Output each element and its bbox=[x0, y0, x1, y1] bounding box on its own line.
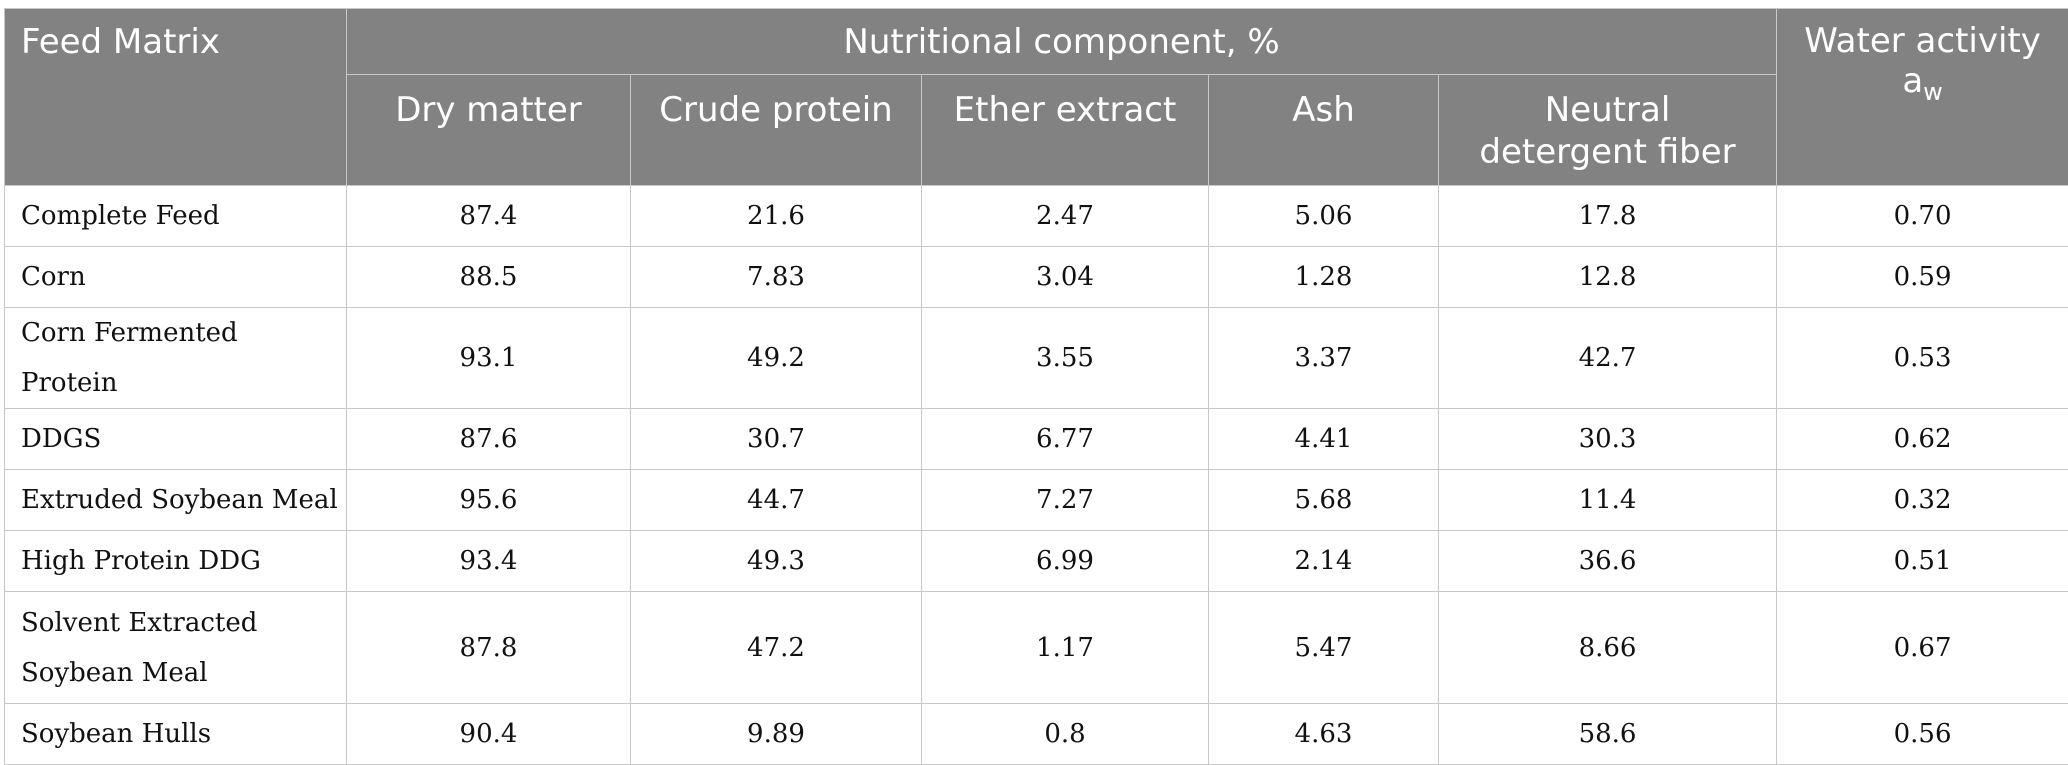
feed-name-cell: Corn bbox=[5, 247, 347, 308]
table-row: Corn 88.5 7.83 3.04 1.28 12.8 0.59 bbox=[5, 247, 2068, 308]
table-row: DDGS 87.6 30.7 6.77 4.41 30.3 0.62 bbox=[5, 409, 2068, 470]
dry-matter-cell: 87.6 bbox=[347, 409, 631, 470]
header-dry-matter: Dry matter bbox=[347, 75, 631, 186]
ndf-cell: 58.6 bbox=[1439, 704, 1777, 765]
ash-cell: 2.14 bbox=[1209, 531, 1439, 592]
water-activity-cell: 0.59 bbox=[1777, 247, 2068, 308]
ether-extract-cell: 2.47 bbox=[922, 186, 1209, 247]
ndf-cell: 36.6 bbox=[1439, 531, 1777, 592]
ether-extract-cell: 3.55 bbox=[922, 308, 1209, 409]
ether-extract-cell: 7.27 bbox=[922, 470, 1209, 531]
header-ether-extract: Ether extract bbox=[922, 75, 1209, 186]
ndf-line1: Neutral bbox=[1545, 90, 1671, 130]
crude-protein-cell: 9.89 bbox=[631, 704, 922, 765]
feed-name-cell: Solvent Extracted Soybean Meal bbox=[5, 592, 347, 704]
feed-name-line2: Soybean Meal bbox=[21, 658, 208, 688]
ash-cell: 1.28 bbox=[1209, 247, 1439, 308]
aw-main: a bbox=[1902, 61, 1923, 101]
water-activity-cell: 0.51 bbox=[1777, 531, 2068, 592]
aw-subscript: w bbox=[1923, 78, 1943, 106]
ash-cell: 4.41 bbox=[1209, 409, 1439, 470]
header-row-top: Feed Matrix Nutritional component, % Wat… bbox=[5, 9, 2068, 75]
ndf-cell: 8.66 bbox=[1439, 592, 1777, 704]
ether-extract-cell: 1.17 bbox=[922, 592, 1209, 704]
ash-cell: 4.63 bbox=[1209, 704, 1439, 765]
feed-name-cell: DDGS bbox=[5, 409, 347, 470]
header-nutritional-component: Nutritional component, % bbox=[347, 9, 1777, 75]
water-activity-cell: 0.67 bbox=[1777, 592, 2068, 704]
feed-name-line1: Solvent Extracted bbox=[21, 608, 257, 638]
ether-extract-cell: 6.77 bbox=[922, 409, 1209, 470]
crude-protein-cell: 7.83 bbox=[631, 247, 922, 308]
crude-protein-cell: 49.3 bbox=[631, 531, 922, 592]
ash-cell: 5.68 bbox=[1209, 470, 1439, 531]
feed-name-cell: Extruded Soybean Meal bbox=[5, 470, 347, 531]
table-row: High Protein DDG 93.4 49.3 6.99 2.14 36.… bbox=[5, 531, 2068, 592]
ndf-cell: 17.8 bbox=[1439, 186, 1777, 247]
table-row: Corn Fermented Protein 93.1 49.2 3.55 3.… bbox=[5, 308, 2068, 409]
table-row: Complete Feed 87.4 21.6 2.47 5.06 17.8 0… bbox=[5, 186, 2068, 247]
ether-extract-cell: 6.99 bbox=[922, 531, 1209, 592]
ndf-cell: 12.8 bbox=[1439, 247, 1777, 308]
water-activity-cell: 0.53 bbox=[1777, 308, 2068, 409]
water-activity-cell: 0.32 bbox=[1777, 470, 2068, 531]
ash-cell: 5.47 bbox=[1209, 592, 1439, 704]
dry-matter-cell: 88.5 bbox=[347, 247, 631, 308]
dry-matter-cell: 87.8 bbox=[347, 592, 631, 704]
aw-symbol: aw bbox=[1902, 61, 1942, 101]
feed-name-cell: Soybean Hulls bbox=[5, 704, 347, 765]
dry-matter-cell: 95.6 bbox=[347, 470, 631, 531]
header-water-activity: Water activity aw bbox=[1777, 9, 2068, 186]
crude-protein-cell: 44.7 bbox=[631, 470, 922, 531]
ndf-cell: 30.3 bbox=[1439, 409, 1777, 470]
water-activity-cell: 0.62 bbox=[1777, 409, 2068, 470]
water-activity-cell: 0.70 bbox=[1777, 186, 2068, 247]
nutrition-table-container: Feed Matrix Nutritional component, % Wat… bbox=[4, 8, 2068, 765]
ndf-cell: 42.7 bbox=[1439, 308, 1777, 409]
crude-protein-cell: 47.2 bbox=[631, 592, 922, 704]
header-neutral-detergent-fiber: Neutral detergent fiber bbox=[1439, 75, 1777, 186]
ether-extract-cell: 0.8 bbox=[922, 704, 1209, 765]
feed-name-cell: Corn Fermented Protein bbox=[5, 308, 347, 409]
water-activity-label: Water activity bbox=[1804, 21, 2041, 61]
table-row: Solvent Extracted Soybean Meal 87.8 47.2… bbox=[5, 592, 2068, 704]
ash-cell: 5.06 bbox=[1209, 186, 1439, 247]
dry-matter-cell: 93.1 bbox=[347, 308, 631, 409]
crude-protein-cell: 30.7 bbox=[631, 409, 922, 470]
feed-nutrition-table: Feed Matrix Nutritional component, % Wat… bbox=[4, 8, 2068, 765]
crude-protein-cell: 21.6 bbox=[631, 186, 922, 247]
dry-matter-cell: 93.4 bbox=[347, 531, 631, 592]
table-header: Feed Matrix Nutritional component, % Wat… bbox=[5, 9, 2068, 186]
header-ash: Ash bbox=[1209, 75, 1439, 186]
feed-name-cell: High Protein DDG bbox=[5, 531, 347, 592]
ether-extract-cell: 3.04 bbox=[922, 247, 1209, 308]
ash-cell: 3.37 bbox=[1209, 308, 1439, 409]
crude-protein-cell: 49.2 bbox=[631, 308, 922, 409]
ndf-line2: detergent fiber bbox=[1479, 132, 1735, 172]
water-activity-cell: 0.56 bbox=[1777, 704, 2068, 765]
header-crude-protein: Crude protein bbox=[631, 75, 922, 186]
table-row: Extruded Soybean Meal 95.6 44.7 7.27 5.6… bbox=[5, 470, 2068, 531]
table-body: Complete Feed 87.4 21.6 2.47 5.06 17.8 0… bbox=[5, 186, 2068, 765]
dry-matter-cell: 90.4 bbox=[347, 704, 631, 765]
ndf-cell: 11.4 bbox=[1439, 470, 1777, 531]
table-row: Soybean Hulls 90.4 9.89 0.8 4.63 58.6 0.… bbox=[5, 704, 2068, 765]
header-feed-matrix: Feed Matrix bbox=[5, 9, 347, 186]
feed-name-cell: Complete Feed bbox=[5, 186, 347, 247]
dry-matter-cell: 87.4 bbox=[347, 186, 631, 247]
